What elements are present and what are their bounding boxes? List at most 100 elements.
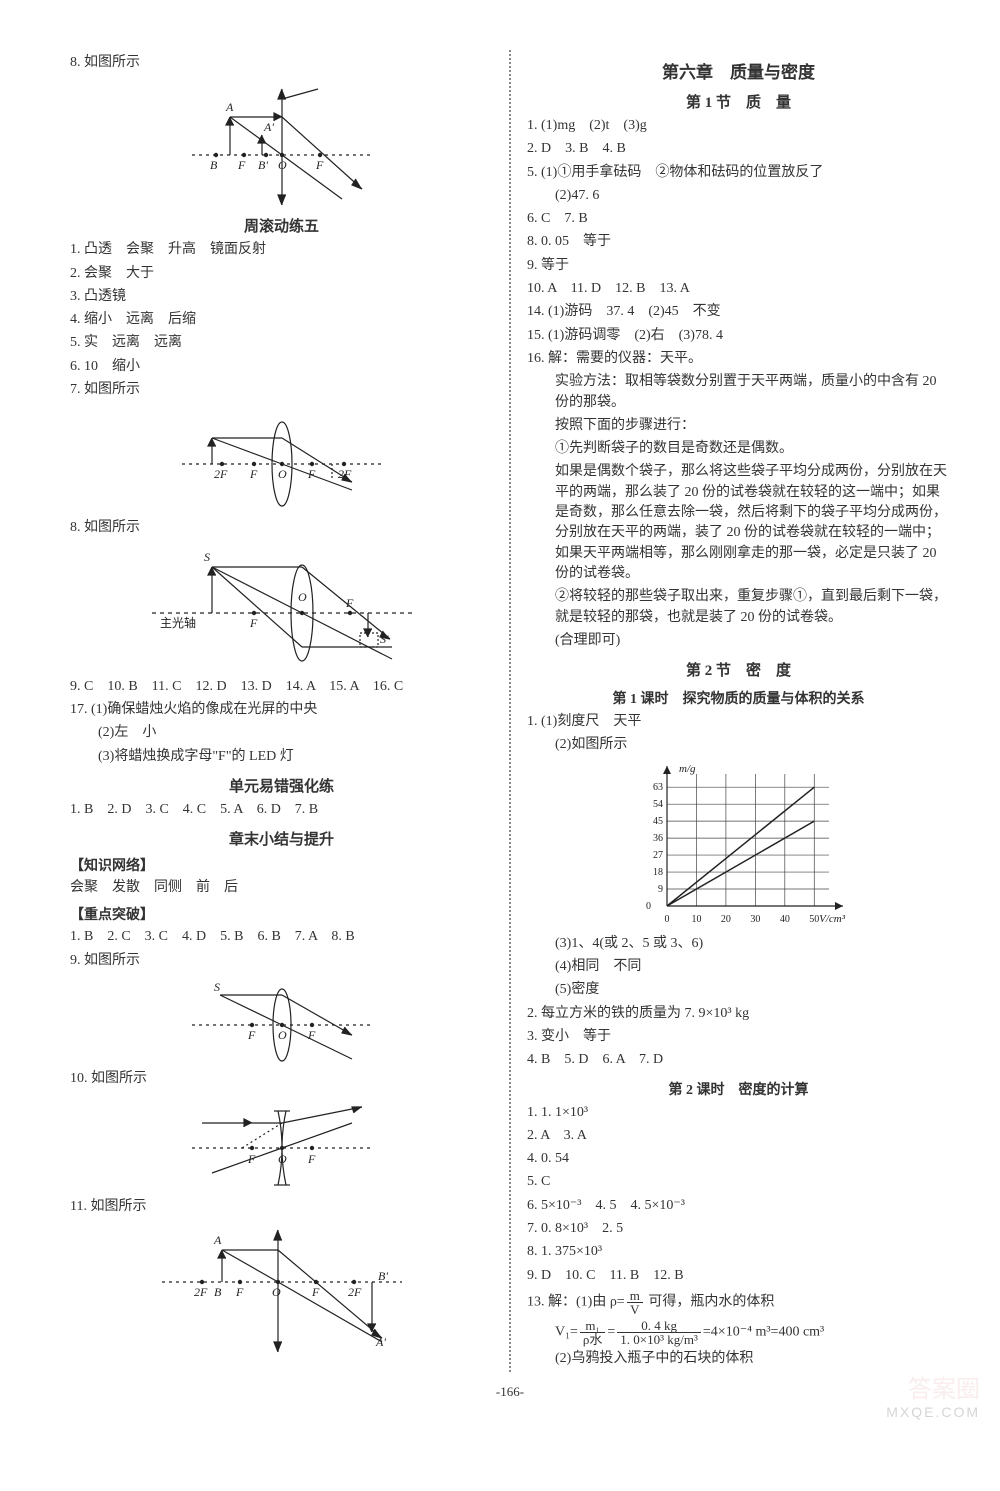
s2-2-4: 4. 0. 54: [527, 1149, 950, 1169]
fig-q8: A A' B F B' O F: [70, 77, 493, 207]
r5-1: 1. 凸透 会聚 升高 镜面反射: [70, 240, 493, 260]
heading-ch6: 第六章 质量与密度: [527, 58, 950, 83]
svg-text:0: 0: [646, 901, 651, 912]
s2-2-6: 6. 5×10⁻³ 4. 5 4. 5×10⁻³: [527, 1196, 950, 1216]
s2-1-q2: 2. 每立方米的铁的质量为 7. 9×10³ kg: [527, 1004, 950, 1024]
s1-14: 14. (1)游码 37. 4 (2)45 不变: [527, 302, 950, 322]
s2-2-13c: (2)乌鸦投入瓶子中的石块的体积: [555, 1349, 950, 1369]
svg-text:m/g: m/g: [679, 763, 696, 775]
svg-text:F: F: [307, 1028, 316, 1042]
svg-text:O: O: [278, 158, 287, 172]
s2-2-9: 9. D 10. C 11. B 12. B: [527, 1266, 950, 1286]
s2-2-13a: 13. 解：(1)由 ρ=mV 可得，瓶内水的体积: [527, 1289, 950, 1316]
svg-text:主光轴: 主光轴: [160, 615, 196, 630]
svg-text:A': A': [375, 1335, 386, 1349]
s1-8: 8. 0. 05 等于: [527, 232, 950, 252]
knowledge-line: 会聚 发散 同侧 前 后: [70, 878, 493, 898]
watermark: 答案圈 MXQE.COM: [886, 1369, 980, 1420]
svg-text:2F: 2F: [348, 1285, 362, 1299]
svg-text:F: F: [315, 158, 324, 172]
s2-2-13b: V₁=m₁ρ水=0. 4 kg1. 0×10³ kg/m³=4×10⁻⁴ m³=…: [555, 1319, 950, 1346]
svg-text:2F: 2F: [338, 467, 352, 481]
svg-text:30: 30: [750, 914, 760, 925]
s2-2-1: 1. 1. 1×10³: [527, 1103, 950, 1123]
svg-text:2F: 2F: [194, 1285, 208, 1299]
svg-text:F: F: [247, 1152, 256, 1166]
page-number: -166-: [60, 1384, 960, 1400]
svg-text:F: F: [249, 467, 258, 481]
s1-16b: 实验方法：取相等袋数分别置于天平两端，质量小的中含有 20 份的那袋。: [555, 372, 950, 413]
r5-17-2: (2)左 小: [98, 723, 493, 743]
r5-2: 2. 会聚 大于: [70, 264, 493, 284]
heading-errors: 单元易错强化练: [70, 775, 493, 796]
svg-text:B': B': [378, 1269, 388, 1283]
svg-text:0: 0: [664, 914, 669, 925]
s1-16e: 如果是偶数个袋子，那么将这些袋子平均分成两份，分别放在天平的两端，那么装了 20…: [555, 462, 950, 584]
svg-text:40: 40: [779, 914, 789, 925]
svg-text:S: S: [214, 980, 220, 994]
s2-1-3: (3)1、4(或 2、5 或 3、6): [555, 934, 950, 954]
s1-16g: (合理即可): [555, 631, 950, 651]
knowledge-heading: 【知识网络】: [70, 855, 493, 875]
r5-3: 3. 凸透镜: [70, 287, 493, 307]
s2-1-2: (2)如图所示: [555, 735, 950, 755]
r5-17-3: (3)将蜡烛换成字母"F"的 LED 灯: [98, 747, 493, 767]
svg-text:A: A: [213, 1233, 222, 1247]
focus-mc: 1. B 2. C 3. C 4. D 5. B 6. B 7. A 8. B: [70, 927, 493, 947]
s2-2-8: 8. 1. 375×10³: [527, 1242, 950, 1262]
svg-text:45: 45: [653, 816, 663, 827]
svg-text:63: 63: [653, 782, 663, 793]
svg-text:F: F: [311, 1285, 320, 1299]
s1-1: 1. (1)mg (2)t (3)g: [527, 116, 950, 136]
s2-1-1: 1. (1)刻度尺 天平: [527, 712, 950, 732]
r5-8-intro: 8. 如图所示: [70, 518, 493, 538]
r5-mc: 9. C 10. B 11. C 12. D 13. D 14. A 15. A…: [70, 677, 493, 697]
svg-text:B': B': [258, 158, 268, 172]
svg-text:F: F: [307, 467, 316, 481]
s1-10: 10. A 11. D 12. B 13. A: [527, 279, 950, 299]
focus-9-intro: 9. 如图所示: [70, 951, 493, 971]
r5-6: 6. 10 缩小: [70, 357, 493, 377]
watermark-line1: 答案圈: [886, 1369, 980, 1404]
s1-6: 6. C 7. B: [527, 209, 950, 229]
r5-7: 7. 如图所示: [70, 380, 493, 400]
r5-4: 4. 缩小 远离 后缩: [70, 310, 493, 330]
s2-2-7: 7. 0. 8×10³ 2. 5: [527, 1219, 950, 1239]
s2-1-q3: 3. 变小 等于: [527, 1027, 950, 1047]
s1-5-2: (2)47. 6: [555, 186, 950, 206]
svg-text:O: O: [298, 590, 307, 604]
svg-text:F: F: [249, 616, 258, 630]
s1-16a: 16. 解：需要的仪器：天平。: [527, 349, 950, 369]
svg-text:9: 9: [658, 884, 663, 895]
fig-r5-7: 2F F O F 2F: [70, 404, 493, 514]
svg-text:F: F: [247, 1028, 256, 1042]
focus-10-intro: 10. 如图所示: [70, 1069, 493, 1089]
watermark-line2: MXQE.COM: [886, 1404, 980, 1420]
fig-focus-9: S F O F: [70, 975, 493, 1065]
s1-2: 2. D 3. B 4. B: [527, 139, 950, 159]
svg-text:O: O: [272, 1285, 281, 1299]
heading-summary: 章末小结与提升: [70, 828, 493, 849]
s2-1-4: (4)相同 不同: [555, 957, 950, 977]
svg-text:27: 27: [653, 850, 663, 861]
s2-1-5: (5)密度: [555, 980, 950, 1000]
heading-s2-2: 第 2 课时 密度的计算: [527, 1079, 950, 1099]
svg-text:F: F: [307, 1152, 316, 1166]
s1-16d: ①先判断袋子的数目是奇数还是偶数。: [555, 439, 950, 459]
fig-focus-11: A B 2F F O F 2F B' A': [70, 1222, 493, 1362]
svg-text:F: F: [345, 596, 354, 610]
r5-17-1: 17. (1)确保蜡烛火焰的像成在光屏的中央: [70, 700, 493, 720]
svg-text:50: 50: [809, 914, 819, 925]
svg-text:A': A': [263, 120, 274, 134]
svg-text:O: O: [278, 1028, 287, 1042]
svg-text:A: A: [225, 100, 234, 114]
s2-2-13b-suffix: =4×10⁻⁴ m³=400 cm³: [703, 1325, 824, 1340]
s2-2-2: 2. A 3. A: [527, 1126, 950, 1146]
svg-text:F: F: [237, 158, 246, 172]
s1-9: 9. 等于: [527, 256, 950, 276]
frac-04-1e3: 0. 4 kg1. 0×10³ kg/m³: [617, 1319, 701, 1346]
svg-text:36: 36: [653, 833, 663, 844]
heading-s2: 第 2 节 密 度: [527, 659, 950, 680]
svg-text:54: 54: [653, 799, 663, 810]
heading-roll5: 周滚动练五: [70, 215, 493, 236]
